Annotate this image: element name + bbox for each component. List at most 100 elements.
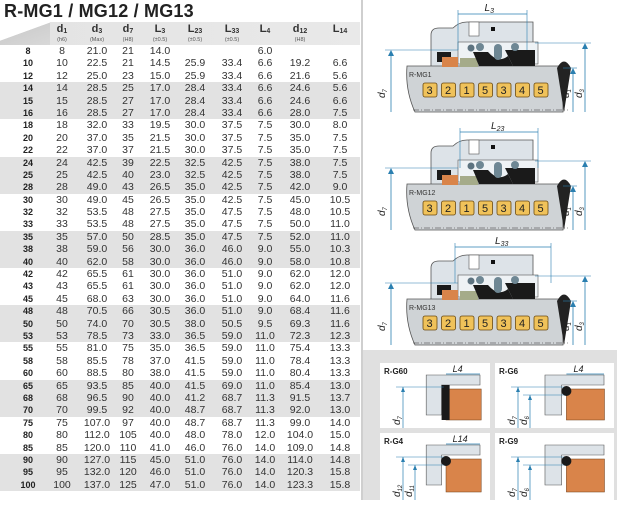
column-tolerance: (H8) — [294, 37, 306, 43]
o-ring — [467, 277, 475, 285]
length-label: L33 — [495, 236, 508, 248]
part-number: 3 — [427, 318, 433, 330]
table-cell: 52.0 — [289, 230, 311, 243]
page-title: R-MG1 / MG12 / MG13 — [4, 1, 194, 21]
table-row: 68 68 96.5 90 40.0 41.2 68.7 11.3 91.5 13.7 — [0, 391, 360, 405]
d1-label: d1 — [561, 207, 573, 216]
column-tolerance: (±0.5) — [187, 37, 203, 43]
table-cell: 78.4 — [289, 354, 311, 367]
row-size: 32 — [22, 207, 33, 218]
table-cell: 12 — [56, 69, 68, 82]
table-row: 38 38 59.0 56 30.0 36.0 46.0 9.0 55.0 10.3 — [0, 243, 360, 256]
table-cell: 91.5 — [289, 391, 311, 404]
table-cell: 42.5 — [86, 168, 108, 181]
part-number: 5 — [538, 85, 544, 97]
table-cell: 59.0 — [221, 354, 243, 367]
table-cell: 32 — [56, 206, 68, 219]
table-cell: 24.6 — [289, 94, 311, 107]
table-cell: 11.0 — [255, 354, 275, 367]
row-size: 20 — [22, 132, 33, 143]
part-number: 2 — [445, 203, 451, 215]
table-cell: 33.4 — [221, 69, 243, 82]
table-cell: 68.0 — [86, 292, 108, 305]
table-cell: 35.0 — [184, 181, 206, 194]
table-cell: 11.6 — [330, 305, 350, 318]
table-cell: 40.0 — [149, 416, 171, 429]
header-corner — [0, 22, 50, 45]
part-badge-4: 4 — [515, 200, 530, 216]
set-screw — [468, 139, 480, 155]
seat-svg: R-G60 L4 d7 — [384, 364, 482, 428]
row-size: 12 — [22, 70, 33, 81]
table-cell: 46.0 — [221, 243, 243, 256]
table-cell: 48.7 — [184, 416, 206, 429]
column-header-L3: L3 (±0.5) — [142, 23, 178, 44]
table-cell: 123.3 — [286, 478, 314, 491]
table-cell: 14.0 — [254, 466, 276, 479]
table-cell: 11.0 — [255, 342, 275, 355]
table-row: 70 70 99.5 92 40.0 48.7 68.7 11.3 92.0 13.0 — [0, 404, 360, 417]
part-number: 5 — [538, 318, 544, 330]
table-cell: 70 — [56, 404, 68, 417]
table-cell: 26.5 — [149, 181, 171, 194]
table-cell: 81.0 — [86, 342, 108, 355]
table-cell: 30 — [56, 193, 68, 206]
model-label: R-MG1 — [409, 72, 432, 79]
table-row: 12 12 25.0 23 15.0 25.9 33.4 6.6 21.6 5.6 — [0, 70, 360, 82]
table-cell: 32.5 — [184, 156, 206, 169]
table-cell: 35 — [122, 131, 134, 144]
row-size: 24 — [22, 157, 33, 168]
table-cell: 32.0 — [86, 119, 108, 132]
o-ring — [511, 276, 519, 284]
column-symbol: d3 — [91, 23, 103, 35]
table-cell: 45.0 — [149, 453, 171, 466]
part-number: 3 — [427, 85, 433, 97]
row-size: 14 — [22, 83, 33, 94]
table-cell: 50.0 — [289, 218, 311, 231]
seat-drawing-r-g6: R-G6 L4 d7 d6 — [495, 363, 614, 428]
badge-box — [478, 315, 493, 331]
table-cell: 7.5 — [257, 193, 273, 206]
table-cell: 14.0 — [329, 416, 351, 429]
table-cell: 6.6 — [257, 94, 273, 107]
cone-marker — [557, 61, 571, 112]
table-cell: 25 — [122, 82, 134, 95]
seat-model-label: R-G6 — [499, 367, 519, 376]
seat-dim-label-d12: d12 — [392, 484, 404, 497]
table-cell: 21.0 — [86, 45, 108, 57]
gland — [544, 374, 605, 416]
seat-drawings-panel: R-G60 L4 d7 R-G6 L4 d7 d6 R-G4 L14 d12 d11 R-G9 d7 d6 — [361, 350, 617, 500]
table-cell: 92 — [122, 404, 134, 417]
column-header-d12: d12 (H8) — [282, 23, 318, 44]
table-cell: 51.0 — [221, 305, 243, 318]
table-cell: 92.0 — [289, 404, 311, 417]
table-cell: 35.0 — [184, 193, 206, 206]
table-cell: 120 — [119, 466, 137, 479]
table-cell: 105 — [119, 429, 137, 442]
part-badge-5: 5 — [478, 82, 493, 98]
row-size: 33 — [22, 219, 33, 230]
table-cell: 76.0 — [221, 441, 243, 454]
table-row: 18 18 32.0 33 19.5 30.0 37.5 7.5 30.0 8.0 — [0, 119, 360, 131]
row-size: 58 — [22, 355, 33, 366]
table-cell: 17.0 — [149, 82, 171, 95]
seal-drawings-panel: L3 d7 d1 d3 R-MG1 3 2 1 5 3 4 5 L23 d7 d1 d3 R-MG12 3 2 1 5 3… — [361, 0, 617, 350]
table-cell: 11.3 — [255, 404, 275, 417]
badge-box — [459, 315, 475, 331]
table-row: 33 33 53.5 48 27.5 35.0 47.5 7.5 50.0 11.0 — [0, 218, 360, 230]
part-badge-3: 3 — [422, 200, 438, 216]
badge-box — [515, 315, 530, 331]
part-badge-4: 4 — [515, 315, 530, 331]
column-symbol: L33 — [224, 23, 240, 35]
table-cell: 24.6 — [289, 82, 311, 95]
table-cell: 6.6 — [257, 106, 273, 119]
table-cell: 127.0 — [83, 453, 111, 466]
table-cell: 22.5 — [149, 156, 171, 169]
seat-model-label: R-G60 — [384, 367, 408, 376]
column-symbol: d7 — [122, 23, 134, 35]
row-size: 42 — [22, 269, 33, 280]
arrow-icon — [528, 465, 532, 470]
table-cell: 33.4 — [221, 57, 243, 70]
table-row: 16 16 28.5 27 17.0 28.4 33.4 6.6 28.0 7.5 — [0, 106, 360, 120]
